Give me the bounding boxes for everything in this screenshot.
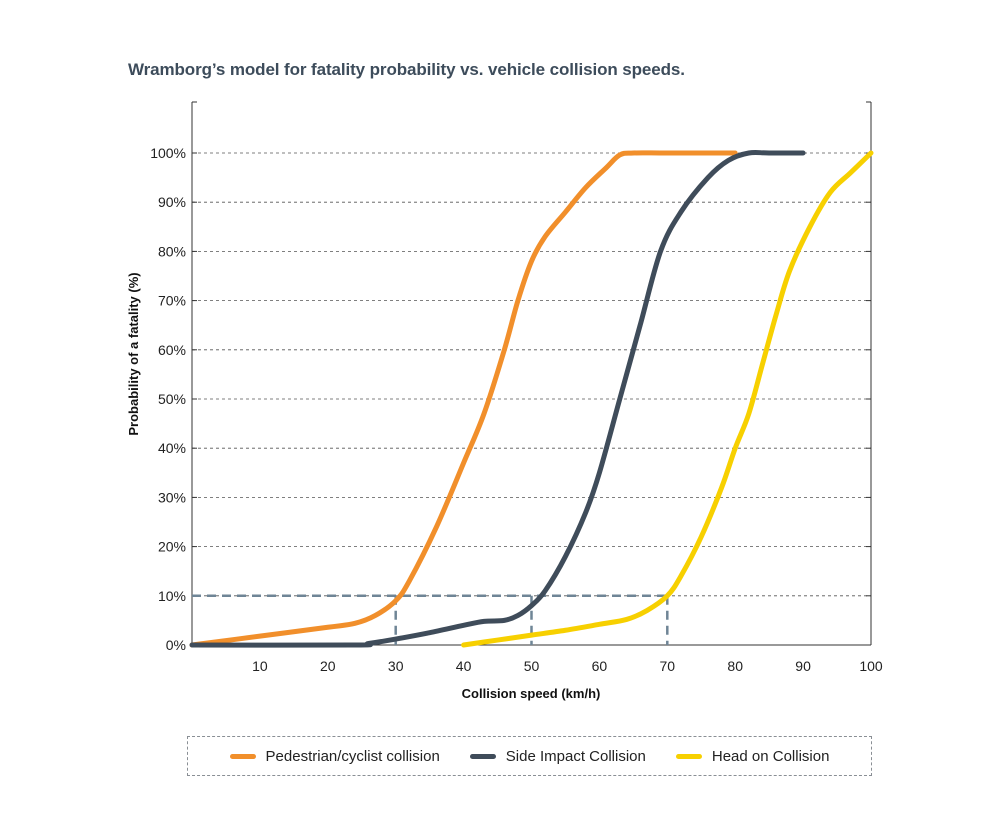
legend: Pedestrian/cyclist collision Side Impact… [187,736,872,776]
series-line-pedestrian-cyclist-collision [189,150,738,648]
y-tick-label-40: 40% [158,440,186,456]
x-tick-label-90: 90 [795,658,811,674]
series-group [189,149,874,648]
x-tick-label-70: 70 [660,658,676,674]
y-tick-label-0: 0% [166,637,186,653]
y-tick-label-10: 10% [158,588,186,604]
y-tick-label-80: 80% [158,243,186,259]
legend-label-pedestrian: Pedestrian/cyclist collision [265,747,440,765]
y-tick-label-50: 50% [158,391,186,407]
series-line-head-on-collision [461,150,874,648]
legend-swatch-side-impact [469,753,496,759]
legend-label-head-on: Head on Collision [711,747,830,765]
legend-item-head-on: Head on Collision [675,747,830,765]
legend-swatch-head-on [675,753,702,759]
axes [191,101,872,646]
x-tick-label-10: 10 [252,658,268,674]
x-tick-label-40: 40 [456,658,472,674]
y-tick-label-90: 90% [158,194,186,210]
x-tick-label-100: 100 [859,658,883,674]
gridlines [192,152,871,597]
x-tick-label-50: 50 [524,658,540,674]
y-tick-label-20: 20% [158,539,186,555]
legend-swatch-pedestrian [229,753,256,759]
x-tick-label-80: 80 [727,658,743,674]
tick-labels: 10 20 30 40 50 60 70 80 90 100 0% 10% 20% 30% 40% 50% 60… [150,145,883,674]
y-axis-label: Probability of a fatality (%) [126,272,141,435]
legend-item-side-impact: Side Impact Collision [469,747,646,765]
legend-item-pedestrian: Pedestrian/cyclist collision [229,747,440,765]
x-axis-label: Collision speed (km/h) [462,686,601,701]
y-tick-label-60: 60% [158,342,186,358]
x-tick-label-30: 30 [388,658,404,674]
chart-title: Wramborg’s model for fatality probabilit… [128,60,685,79]
y-tick-label-70: 70% [158,293,186,309]
legend-label-side-impact: Side Impact Collision [505,747,646,765]
y-tick-label-30: 30% [158,489,186,505]
x-tick-label-60: 60 [592,658,608,674]
series-line-side-impact-collision [189,149,806,648]
x-tick-label-20: 20 [320,658,336,674]
y-tick-label-100: 100% [150,145,186,161]
